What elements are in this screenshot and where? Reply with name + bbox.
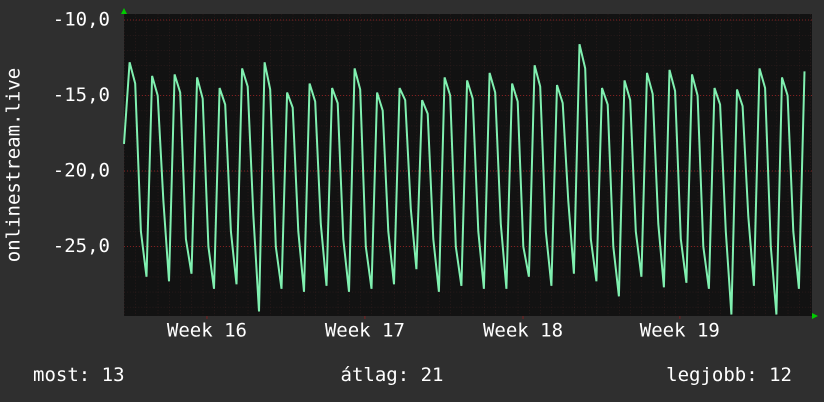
y-axis-label: onlinestream.live — [3, 68, 25, 262]
y-tick-label: -10,0 — [53, 9, 110, 31]
stat-current: most: 13 — [33, 364, 125, 386]
stat-average: átlag: 21 — [341, 364, 444, 386]
stat-value: 13 — [102, 364, 125, 386]
x-tick-label: Week 16 — [167, 320, 247, 342]
y-tick-label: -15,0 — [53, 84, 110, 106]
stat-label: most: — [33, 364, 90, 386]
data-line — [123, 43, 806, 315]
stat-best: legjobb: 12 — [666, 364, 792, 386]
stat-label: átlag: — [341, 364, 410, 386]
stat-value: 12 — [769, 364, 792, 386]
stat-label: legjobb: — [666, 364, 758, 386]
x-tick-label: Week 18 — [483, 320, 563, 342]
stat-value: 21 — [421, 364, 444, 386]
x-tick-label: Week 17 — [325, 320, 405, 342]
y-tick-label: -20,0 — [53, 160, 110, 182]
y-tick-label: -25,0 — [53, 235, 110, 257]
x-tick-label: Week 19 — [640, 320, 720, 342]
